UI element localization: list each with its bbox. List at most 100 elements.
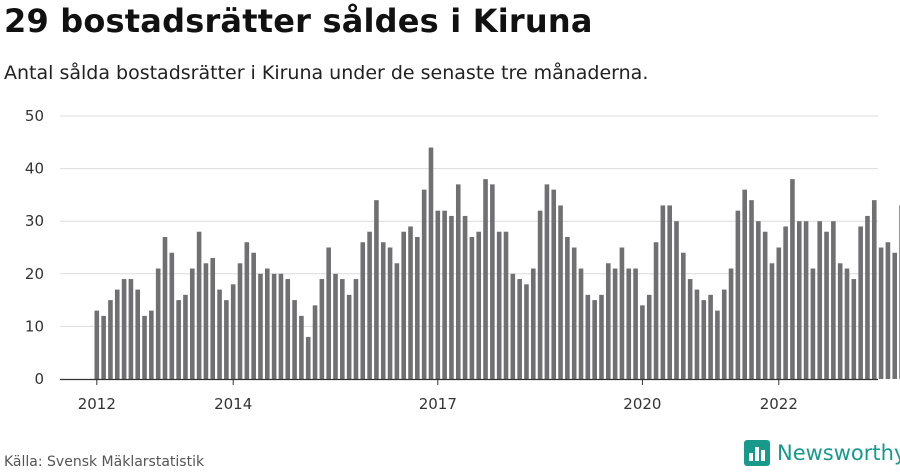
y-tick-label: 50 [25,107,44,125]
bar [565,236,570,379]
x-tick-label: 2012 [78,395,116,413]
bar [292,300,297,379]
bar [251,252,256,379]
bar [735,210,741,379]
bar [483,179,488,379]
bar [837,263,843,379]
bar [667,205,672,379]
x-tick-label: 2017 [419,395,457,413]
brand-logo[interactable]: Newsworthy [744,440,900,466]
bar [674,221,679,379]
bar [783,226,788,379]
y-tick-label: 20 [25,265,44,283]
x-tick-label: 2022 [760,395,798,413]
gridlines [60,115,878,327]
bar [455,184,461,379]
y-tick-label: 10 [25,317,44,335]
bar [326,247,331,379]
bar [824,231,829,379]
bar [230,284,236,379]
bar [285,279,291,379]
chart-title: 29 bostadsrätter såldes i Kiruna [4,2,593,40]
bar-chart: 010203040502012201420172020202229 [25,107,900,413]
bar [210,258,216,379]
bar [769,263,775,379]
chart-subtitle: Antal sålda bostadsrätter i Kiruna under… [4,62,649,84]
bar [94,310,100,379]
bar [681,252,686,379]
bar [728,268,734,379]
bar [606,263,611,379]
bar [346,294,352,379]
bar [305,336,311,379]
bar [503,231,509,379]
bar [694,289,700,379]
bar [701,300,707,379]
bar [217,289,222,379]
bar [176,300,181,379]
bar [367,231,372,379]
bar [401,231,406,379]
bar [803,221,809,379]
bar [871,200,877,379]
bar [319,279,325,379]
bar [224,300,229,379]
bar [114,289,120,379]
bar [646,294,652,379]
bar [265,268,270,379]
x-tick-label: 2020 [623,395,661,413]
bar [844,268,850,379]
bar [299,315,304,379]
bar [101,315,106,379]
bar [810,268,816,379]
bar [721,289,727,379]
bar [162,236,168,379]
bar [851,279,857,379]
bar [544,184,550,379]
bar [592,300,597,379]
bar [585,294,591,379]
bar [360,242,366,379]
y-tick-label: 40 [25,160,44,178]
bar [551,189,557,379]
bar [524,284,529,379]
bar [817,221,823,379]
bar [571,247,577,379]
bar [142,315,147,379]
bar [155,268,161,379]
bar [578,268,584,379]
bar [599,294,604,379]
bar [428,147,434,379]
bar [353,279,359,379]
bar [380,242,386,379]
bar [169,252,175,379]
bar [462,215,468,379]
bar [237,263,243,379]
bar [858,226,863,379]
bar [626,268,632,379]
bar [108,300,113,379]
bar [715,310,720,379]
bar [517,279,522,379]
bar [885,242,891,379]
bar [203,263,209,379]
bar [244,242,250,379]
bars [94,147,900,379]
y-tick-label: 30 [25,212,44,230]
bar [258,273,263,379]
bar [537,210,543,379]
bar [374,200,379,379]
bar [121,279,127,379]
bar [496,231,502,379]
bar [408,226,413,379]
bar [149,310,154,379]
bar [128,279,134,379]
bar [660,205,666,379]
bar [619,247,625,379]
bar [762,231,768,379]
bar [278,273,284,379]
y-tick-label: 0 [34,370,44,388]
bar [415,236,420,379]
bar [196,231,202,379]
bar [640,305,645,379]
